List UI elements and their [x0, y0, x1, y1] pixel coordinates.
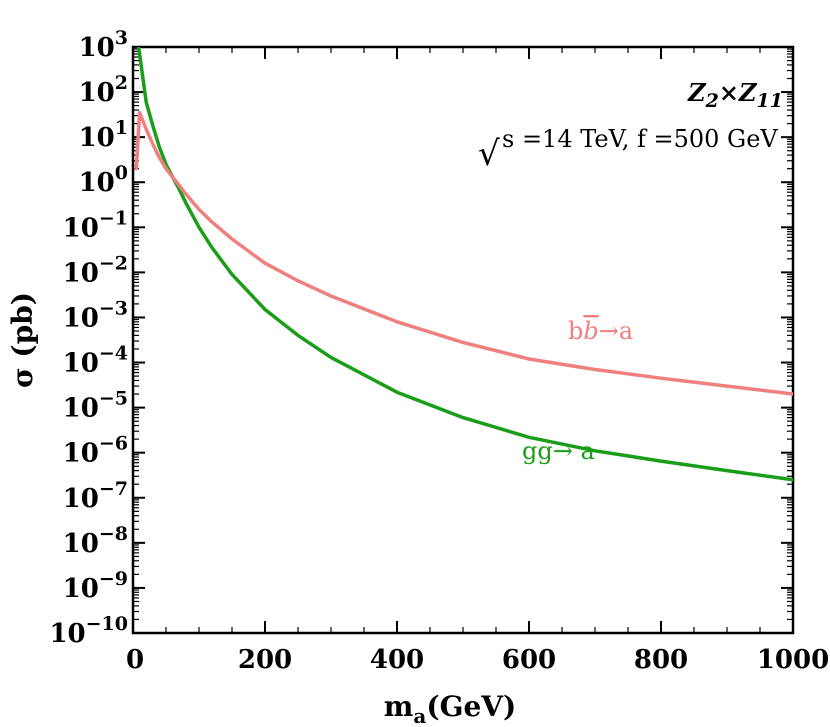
x-axis-title-main: m: [384, 690, 414, 723]
y-tick-label: 10−3: [63, 297, 128, 333]
y-tick-label: 103: [79, 27, 128, 63]
y-tick-label: 102: [79, 72, 128, 108]
x-tick-label: 600: [502, 645, 556, 675]
y-axis-title: σ (pb): [6, 292, 39, 388]
x-tick-labels: 0 200 400 600 800 1000: [126, 645, 829, 675]
model-label: Z2×Z11: [687, 78, 783, 112]
x-tick-label: 200: [238, 645, 292, 675]
y-tick-label: 100: [79, 162, 128, 198]
y-tick-label: 10−4: [63, 343, 128, 379]
y-tick-label: 10−6: [63, 433, 128, 469]
y-tick-label: 10−7: [63, 478, 128, 514]
x-tick-label: 400: [370, 645, 424, 675]
major-ticks: [132, 46, 794, 634]
x-tick-label: 800: [634, 645, 688, 675]
y-tick-label: 10−9: [63, 568, 128, 604]
y-tick-label: 10−2: [63, 252, 128, 288]
x-axis-title-unit: (GeV): [426, 690, 516, 723]
y-tick-labels: 103 102 101 100 10−1 10−2 10−3 10−4 10−5 10−6 10−7…: [49, 27, 128, 649]
y-tick-label: 10−8: [63, 523, 128, 559]
series-label-bbbar: bb→a: [568, 317, 633, 345]
y-tick-label: 10−1: [63, 207, 128, 243]
series-label-gg: gg→ a: [522, 437, 595, 465]
series-line-bbbar: [134, 110, 793, 396]
x-tick-label: 1000: [757, 645, 829, 675]
series-group: [134, 47, 793, 482]
x-axis-title-sub: a: [413, 704, 426, 727]
x-axis-title: ma(GeV): [384, 690, 517, 727]
y-tick-label: 10−5: [63, 388, 128, 424]
sqrt-symbol: √: [478, 134, 500, 174]
plot-frame: [131, 45, 795, 635]
minor-ticks: [133, 47, 793, 633]
x-tick-label: 0: [126, 645, 144, 675]
series-line-gg: [136, 47, 793, 482]
energy-label: s =14 TeV, f =500 GeV: [502, 125, 778, 153]
y-tick-label: 101: [79, 117, 128, 153]
y-tick-label: 10−10: [49, 613, 128, 649]
